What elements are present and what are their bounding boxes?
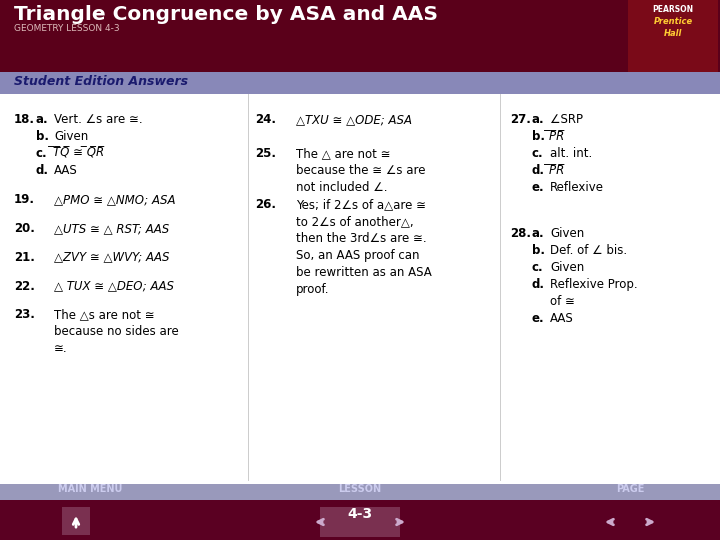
Bar: [0, 484, 720, 500]
Text: c.: c.: [36, 147, 48, 160]
Text: LESSON: LESSON: [338, 484, 382, 494]
Text: to 2∠s of another△,: to 2∠s of another△,: [296, 215, 413, 228]
Text: MAIN MENU: MAIN MENU: [58, 484, 122, 494]
Text: e.: e.: [532, 181, 544, 194]
Text: PEARSON: PEARSON: [652, 5, 693, 14]
Text: 22.: 22.: [14, 280, 35, 293]
Text: Given: Given: [54, 130, 89, 143]
Text: Hall: Hall: [664, 29, 682, 38]
Text: Given: Given: [550, 261, 584, 274]
Text: Def. of ∠ bis.: Def. of ∠ bis.: [550, 244, 627, 257]
Bar: [0, 484, 720, 540]
Text: Yes; if 2∠s of a△are ≅: Yes; if 2∠s of a△are ≅: [296, 198, 426, 211]
Text: The △ are not ≅: The △ are not ≅: [296, 147, 390, 160]
Text: 27.: 27.: [510, 113, 531, 126]
Text: Reflexive Prop.: Reflexive Prop.: [550, 278, 638, 291]
Text: 23.: 23.: [14, 308, 35, 321]
Text: because the ≅ ∠s are: because the ≅ ∠s are: [296, 164, 426, 177]
Text: 28.: 28.: [510, 227, 531, 240]
Text: 4-3: 4-3: [348, 507, 372, 521]
Text: 25.: 25.: [255, 147, 276, 160]
Text: △UTS ≅ △ RST; AAS: △UTS ≅ △ RST; AAS: [54, 222, 169, 235]
Text: 19.: 19.: [14, 193, 35, 206]
Text: 21.: 21.: [14, 251, 35, 264]
Text: of ≅: of ≅: [550, 295, 575, 308]
Text: ∠SRP: ∠SRP: [550, 113, 583, 126]
Text: d.: d.: [532, 278, 545, 291]
Text: Prentice: Prentice: [654, 17, 693, 26]
Bar: [62, 507, 90, 535]
Text: Given: Given: [550, 227, 584, 240]
Text: 24.: 24.: [255, 113, 276, 126]
Text: AAS: AAS: [54, 164, 78, 177]
Text: 26.: 26.: [255, 198, 276, 211]
Text: ̅P̅R̅: ̅P̅R̅: [550, 130, 565, 143]
Text: 20.: 20.: [14, 222, 35, 235]
Text: e.: e.: [532, 312, 544, 325]
Bar: [0, 72, 720, 94]
Text: 18.: 18.: [14, 113, 35, 126]
Text: Triangle Congruence by ASA and AAS: Triangle Congruence by ASA and AAS: [14, 5, 438, 24]
Text: ̅P̅R̅: ̅P̅R̅: [550, 164, 565, 177]
Text: be rewritten as an ASA: be rewritten as an ASA: [296, 266, 432, 279]
Text: d.: d.: [532, 164, 545, 177]
Text: △ZVY ≅ △WVY; AAS: △ZVY ≅ △WVY; AAS: [54, 251, 169, 264]
Text: a.: a.: [36, 113, 49, 126]
Text: not included ∠.: not included ∠.: [296, 181, 387, 194]
Text: GEOMETRY LESSON 4-3: GEOMETRY LESSON 4-3: [14, 24, 120, 33]
Bar: [320, 507, 400, 537]
Text: Vert. ∠s are ≅.: Vert. ∠s are ≅.: [54, 113, 143, 126]
Text: alt. int.: alt. int.: [550, 147, 593, 160]
Text: c.: c.: [532, 261, 544, 274]
Text: Reflexive: Reflexive: [550, 181, 604, 194]
Text: Student Edition Answers: Student Edition Answers: [14, 75, 188, 88]
Text: AAS: AAS: [550, 312, 574, 325]
Text: ≅.: ≅.: [54, 342, 68, 355]
Text: c.: c.: [532, 147, 544, 160]
Text: The △s are not ≅: The △s are not ≅: [54, 308, 155, 321]
Text: So, an AAS proof can: So, an AAS proof can: [296, 249, 420, 262]
Text: a.: a.: [532, 113, 544, 126]
Text: because no sides are: because no sides are: [54, 326, 179, 339]
Text: △ TUX ≅ △DEO; AAS: △ TUX ≅ △DEO; AAS: [54, 280, 174, 293]
Text: a.: a.: [532, 227, 544, 240]
Text: then the 3rd∠s are ≅.: then the 3rd∠s are ≅.: [296, 232, 427, 245]
Text: b.: b.: [532, 130, 545, 143]
Text: b.: b.: [36, 130, 49, 143]
Text: △PMO ≅ △NMO; ASA: △PMO ≅ △NMO; ASA: [54, 193, 176, 206]
Text: ̅T̅Q̅ ≅ ̅Q̅R̅: ̅T̅Q̅ ≅ ̅Q̅R̅: [54, 147, 105, 160]
Text: b.: b.: [532, 244, 545, 257]
Text: proof.: proof.: [296, 283, 330, 296]
Text: PAGE: PAGE: [616, 484, 644, 494]
Text: △TXU ≅ △ODE; ASA: △TXU ≅ △ODE; ASA: [296, 113, 412, 126]
Bar: [628, 0, 718, 72]
Bar: [0, 0, 720, 72]
Text: d.: d.: [36, 164, 49, 177]
